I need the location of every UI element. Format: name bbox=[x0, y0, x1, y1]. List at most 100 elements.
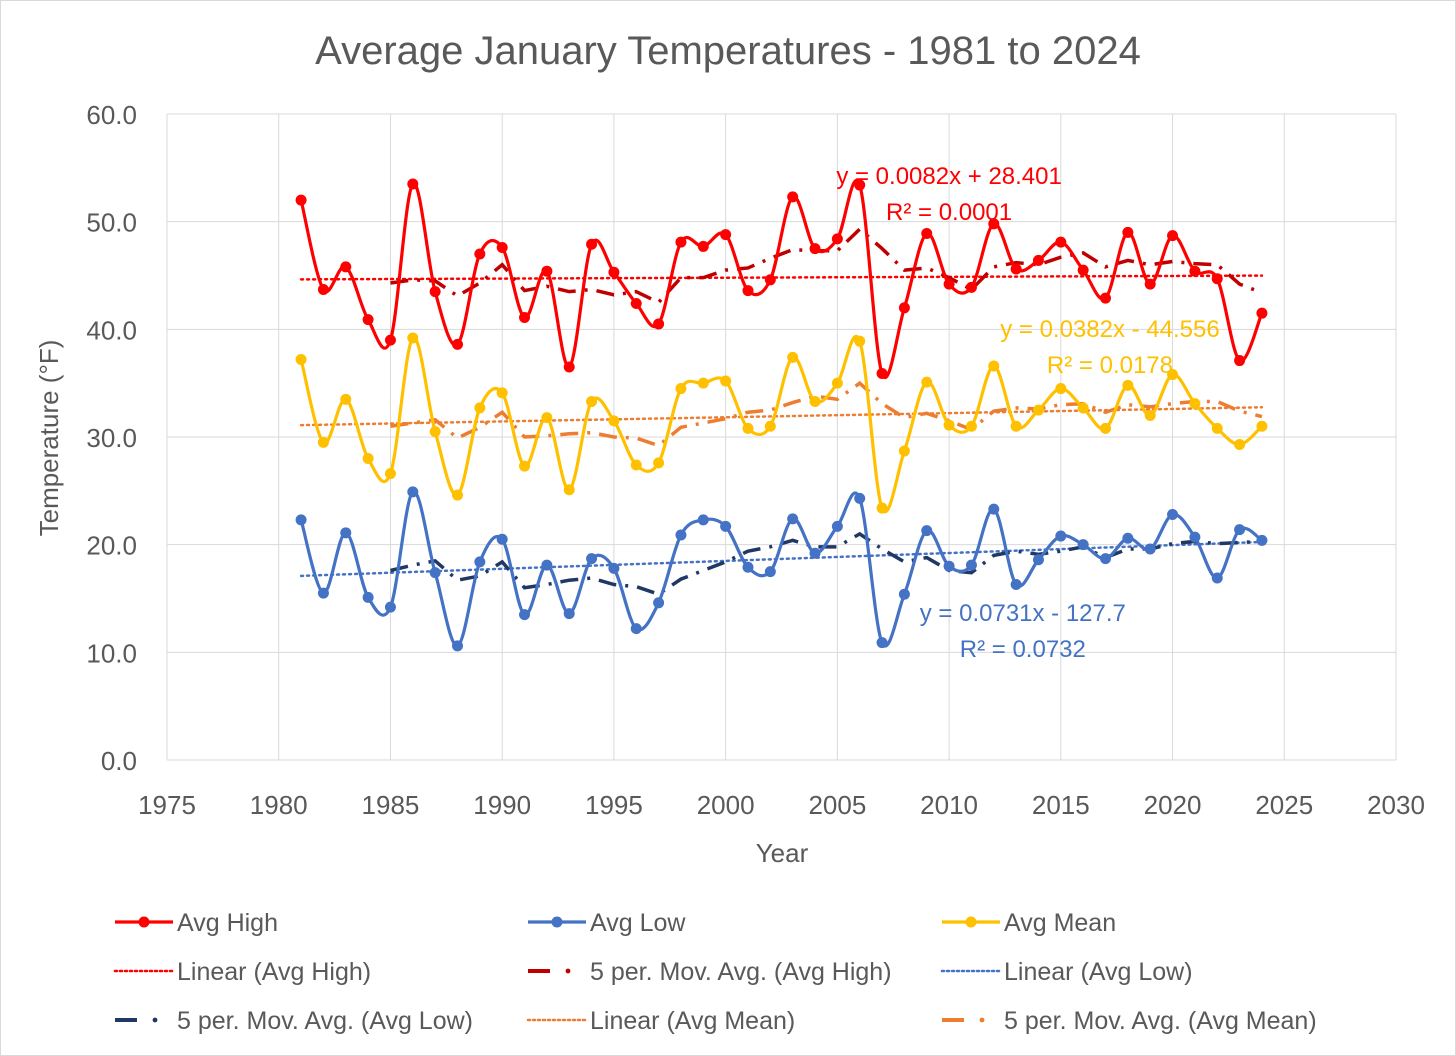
y-tick-label: 20.0 bbox=[86, 531, 137, 561]
legend-item-linear-avg-mean: Linear (Avg Mean) bbox=[526, 1007, 795, 1035]
data-point-avg-low-2003 bbox=[787, 513, 799, 525]
data-point-avg-mean-1993 bbox=[563, 484, 575, 496]
chart-title: Average January Temperatures - 1981 to 2… bbox=[315, 29, 1141, 73]
data-point-avg-high-2002 bbox=[764, 274, 776, 286]
data-point-avg-low-2013 bbox=[1010, 579, 1022, 591]
legend-item-avg-mean: Avg Mean bbox=[942, 909, 1116, 937]
data-point-avg-high-1984 bbox=[362, 314, 374, 326]
x-tick-label: 2000 bbox=[697, 790, 755, 820]
series-avg-mean bbox=[295, 332, 1268, 514]
data-point-avg-low-1999 bbox=[697, 514, 709, 526]
legend-item-5-per-mov-avg-avg-low: 5 per. Mov. Avg. (Avg Low) bbox=[115, 1007, 473, 1035]
data-point-avg-high-1989 bbox=[474, 248, 486, 260]
x-tick-label: 1995 bbox=[585, 790, 643, 820]
data-point-avg-high-2023 bbox=[1234, 355, 1246, 367]
legend-swatch-dot bbox=[979, 1017, 985, 1023]
x-tick-label: 2025 bbox=[1255, 790, 1313, 820]
data-point-avg-mean-1998 bbox=[675, 383, 687, 395]
data-point-avg-high-2000 bbox=[720, 229, 732, 241]
data-point-avg-high-1998 bbox=[675, 236, 687, 248]
series-linear-avg-low bbox=[299, 540, 1264, 578]
legend-item-5-per-mov-avg-avg-mean: 5 per. Mov. Avg. (Avg Mean) bbox=[942, 1007, 1317, 1035]
legend-swatch-dot bbox=[565, 968, 571, 974]
data-point-avg-low-1981 bbox=[295, 514, 307, 526]
data-point-avg-high-1997 bbox=[653, 318, 665, 330]
x-tick-label: 1990 bbox=[473, 790, 531, 820]
data-point-avg-mean-1996 bbox=[630, 459, 642, 471]
x-tick-label: 1975 bbox=[138, 790, 196, 820]
data-point-avg-high-2019 bbox=[1144, 278, 1156, 290]
data-point-avg-high-2015 bbox=[1055, 236, 1067, 248]
data-point-avg-low-1983 bbox=[340, 527, 352, 539]
data-point-avg-low-2020 bbox=[1167, 509, 1179, 521]
data-point-avg-high-2017 bbox=[1100, 292, 1112, 304]
data-point-avg-low-2009 bbox=[921, 525, 933, 537]
x-tick-label: 1985 bbox=[362, 790, 420, 820]
data-point-avg-low-2023 bbox=[1234, 524, 1246, 536]
legend-label: 5 per. Mov. Avg. (Avg High) bbox=[590, 958, 892, 986]
data-point-avg-high-1987 bbox=[429, 286, 441, 298]
data-point-avg-high-2011 bbox=[965, 281, 977, 293]
data-point-avg-mean-2010 bbox=[943, 419, 955, 431]
data-point-avg-mean-1987 bbox=[429, 426, 441, 438]
data-point-avg-low-1993 bbox=[563, 608, 575, 620]
data-point-avg-high-1988 bbox=[451, 338, 463, 350]
data-point-avg-high-2009 bbox=[921, 228, 933, 240]
data-point-avg-mean-1991 bbox=[519, 460, 531, 472]
data-point-avg-high-1990 bbox=[496, 242, 508, 254]
r-squared-avg-mean: R² = 0.0178 bbox=[1047, 352, 1173, 379]
data-point-avg-high-2001 bbox=[742, 285, 754, 297]
legend-item-5-per-mov-avg-avg-high: 5 per. Mov. Avg. (Avg High) bbox=[528, 958, 892, 986]
data-point-avg-low-2022 bbox=[1211, 572, 1223, 584]
data-point-avg-high-1982 bbox=[317, 283, 329, 295]
data-point-avg-high-2007 bbox=[876, 367, 888, 379]
data-point-avg-low-2001 bbox=[742, 561, 754, 573]
x-tick-label: 2015 bbox=[1032, 790, 1090, 820]
data-point-avg-mean-1997 bbox=[653, 457, 665, 469]
data-point-avg-high-2012 bbox=[988, 218, 1000, 230]
data-point-avg-low-2014 bbox=[1032, 554, 1044, 566]
data-point-avg-low-1991 bbox=[519, 609, 531, 621]
data-point-avg-mean-1999 bbox=[697, 377, 709, 389]
data-point-avg-mean-2002 bbox=[764, 420, 776, 432]
data-point-avg-mean-2023 bbox=[1234, 439, 1246, 451]
data-point-avg-low-2019 bbox=[1144, 543, 1156, 555]
data-point-avg-high-1985 bbox=[384, 334, 396, 346]
x-tick-label: 2010 bbox=[920, 790, 978, 820]
data-point-avg-low-1987 bbox=[429, 567, 441, 579]
data-point-avg-mean-2005 bbox=[831, 377, 843, 389]
legend-swatch-dot bbox=[152, 1017, 158, 1023]
gridlines bbox=[166, 113, 1397, 761]
data-point-avg-low-1992 bbox=[541, 559, 553, 571]
legend-label: Avg Low bbox=[590, 909, 686, 937]
data-point-avg-mean-2011 bbox=[965, 420, 977, 432]
data-point-avg-high-2018 bbox=[1122, 226, 1134, 238]
data-point-avg-mean-2003 bbox=[787, 351, 799, 363]
data-point-avg-mean-2007 bbox=[876, 502, 888, 514]
y-tick-label: 60.0 bbox=[86, 100, 137, 130]
data-point-avg-high-2010 bbox=[943, 278, 955, 290]
y-tick-label: 50.0 bbox=[86, 208, 137, 238]
data-point-avg-mean-1985 bbox=[384, 468, 396, 480]
legend-label: 5 per. Mov. Avg. (Avg Mean) bbox=[1004, 1007, 1317, 1035]
data-point-avg-high-1981 bbox=[295, 194, 307, 206]
trendline-linear-avg-high bbox=[299, 274, 1264, 281]
legend-label: Avg High bbox=[177, 909, 278, 937]
trendline-annotations: y = 0.0082x + 28.401 R² = 0.0001 y = 0.038… bbox=[836, 163, 1219, 663]
data-point-avg-mean-1990 bbox=[496, 387, 508, 399]
data-point-avg-high-1999 bbox=[697, 240, 709, 252]
legend-item-avg-high: Avg High bbox=[115, 909, 278, 937]
data-point-avg-mean-1989 bbox=[474, 402, 486, 414]
data-point-avg-high-1996 bbox=[630, 297, 642, 309]
data-point-avg-low-2005 bbox=[831, 520, 843, 532]
data-point-avg-high-2014 bbox=[1032, 254, 1044, 266]
data-point-avg-mean-1995 bbox=[608, 415, 620, 427]
data-point-avg-low-1989 bbox=[474, 556, 486, 568]
y-tick-label: 40.0 bbox=[86, 315, 137, 345]
data-point-avg-high-1993 bbox=[563, 361, 575, 373]
data-point-avg-high-1983 bbox=[340, 261, 352, 273]
data-point-avg-mean-2008 bbox=[898, 445, 910, 457]
data-point-avg-high-2006 bbox=[854, 179, 866, 191]
series-linear-avg-high bbox=[299, 274, 1264, 281]
